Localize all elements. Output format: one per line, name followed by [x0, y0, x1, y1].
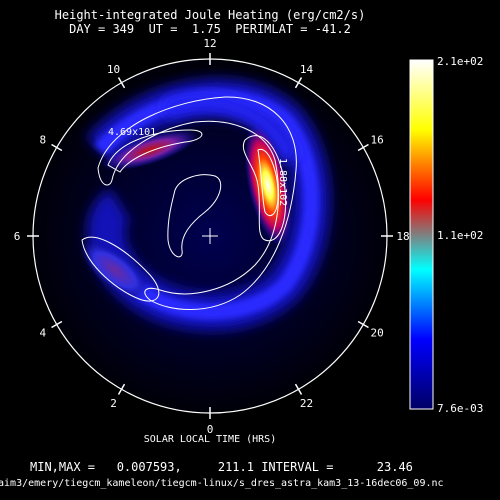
contour-label: 4.69x101: [108, 127, 156, 138]
hour-ticks: [27, 53, 393, 419]
hour-tick-label: 18: [396, 230, 409, 243]
colorbar-frame: [409, 59, 434, 410]
hour-tick: [51, 143, 63, 152]
hour-tick-label: 22: [300, 397, 313, 410]
contour-label: 1.88x102: [277, 158, 288, 206]
hour-tick-label: 4: [40, 327, 47, 340]
dayside-arc: [244, 124, 292, 246]
colorbar-label-max: 2.1e+02: [437, 55, 483, 68]
hour-tick-label: 6: [14, 230, 21, 243]
hour-tick: [51, 320, 63, 329]
hour-tick-label: 14: [300, 63, 314, 76]
hour-tick: [117, 383, 126, 395]
hour-tick-label: 10: [107, 63, 120, 76]
hour-tick-label: 16: [371, 134, 384, 147]
hour-tick-label: 2: [110, 397, 117, 410]
hour-tick-label: 8: [40, 134, 47, 147]
hour-tick-label: 0: [207, 423, 214, 436]
hour-tick: [294, 383, 303, 395]
hour-tick: [357, 320, 369, 329]
contour-lines: [81, 96, 297, 310]
hour-tick-labels: 0 2 4 6 8 10 12 14 16 18 20 22: [14, 37, 410, 436]
colorbar-label-min: 7.6e-03: [437, 402, 483, 415]
hour-tick: [294, 77, 303, 89]
x-axis-label: SOLAR LOCAL TIME (HRS): [143, 434, 277, 445]
duskside-arc: [102, 129, 198, 171]
hour-tick-label: 20: [371, 327, 384, 340]
hour-tick: [117, 77, 126, 89]
colorbar: [410, 60, 433, 409]
hour-tick-label: 12: [203, 37, 216, 50]
chart-title: Height-integrated Joule Heating (erg/cm2…: [54, 8, 366, 22]
dawn-patch: [80, 240, 150, 300]
chart-subtitle: DAY = 349 UT = 1.75 PERIMLAT = -41.2: [69, 22, 351, 36]
stats-line: MIN,MAX = 0.007593, 211.1 INTERVAL = 23.…: [30, 460, 413, 474]
colorbar-label-mid: 1.1e+02: [437, 229, 483, 242]
file-path: /aim3/emery/tiegcm_kameleon/tiegcm-linux…: [0, 478, 444, 489]
hour-tick: [357, 143, 369, 152]
